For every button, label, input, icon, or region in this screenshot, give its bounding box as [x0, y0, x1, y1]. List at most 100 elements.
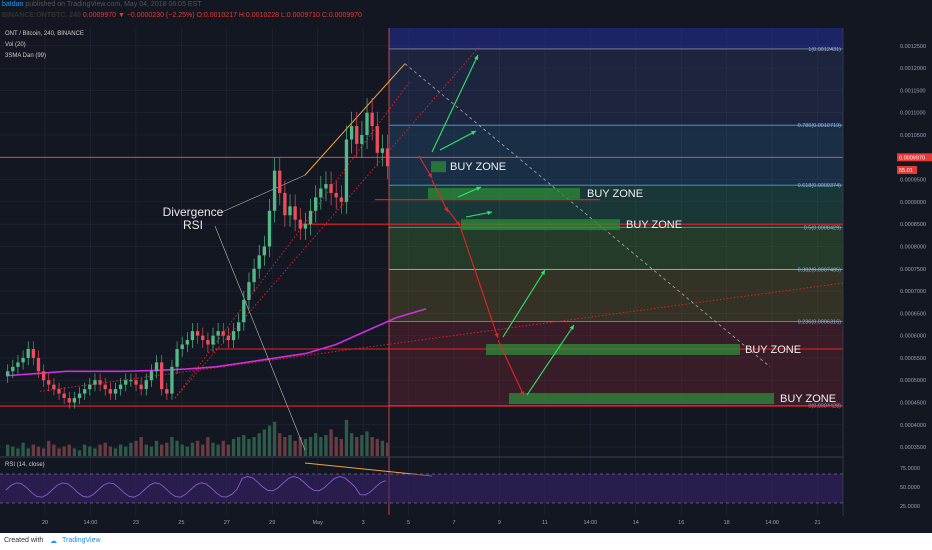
rsi-indicator-label[interactable]: RSI (14, close): [5, 462, 45, 468]
publish-line: batdan published on TradingView.com, May…: [2, 1, 202, 8]
down-arrow-head: [455, 221, 460, 226]
candle-body: [308, 210, 313, 225]
candle-body: [360, 135, 364, 144]
time-tick-label: May: [312, 520, 323, 526]
candle-body: [129, 380, 133, 382]
buy-zones: BUY ZONE BUY ZONE BUY ZONE BUY ZONE BUY ZONE: [428, 161, 836, 405]
candle-body: [113, 389, 118, 394]
candle-body: [278, 170, 282, 193]
volume-bars: [6, 419, 390, 456]
price-tick-label: 0.0005500: [900, 356, 926, 362]
time-tick-label: 29: [269, 520, 275, 526]
rsi-line: [5, 476, 387, 498]
candle-body: [334, 192, 338, 198]
volume-bar: [134, 440, 138, 456]
projection-line: [404, 63, 771, 368]
volume-bar: [139, 437, 143, 456]
volume-bar: [267, 425, 272, 456]
volume-bar: [380, 440, 385, 456]
price-tick-label: 0.0009500: [900, 178, 926, 184]
time-tick-label: 23: [133, 520, 139, 526]
buy-zone-label: BUY ZONE: [450, 161, 506, 173]
last-price-tag: [897, 153, 932, 162]
candle-body: [124, 380, 128, 385]
candle-body: [160, 362, 164, 390]
price-tick-label: 0.0012500: [900, 44, 926, 50]
price-tick-label: 0.0006500: [900, 311, 926, 317]
candle-body: [237, 322, 241, 332]
time-tick-label: 14: [633, 520, 639, 526]
candle-body: [355, 126, 359, 144]
price-tick-label: 0.0008000: [900, 244, 926, 250]
volume-bar: [185, 446, 190, 456]
volume-bar: [272, 421, 277, 456]
volume-bar: [98, 444, 102, 456]
fib-level-label: 0.236(0.0006316): [798, 320, 842, 326]
sma-indicator-label[interactable]: 3SMA Dan (99): [5, 53, 47, 59]
projection-arrows: [418, 54, 575, 397]
rsi-pane: [0, 456, 843, 504]
price-tick-label: 0.0011500: [900, 88, 926, 94]
candle-body: [16, 362, 20, 367]
volume-bar: [77, 450, 82, 456]
author-link[interactable]: batdan: [2, 1, 24, 8]
volume-bar: [31, 444, 36, 456]
volume-bar: [72, 448, 77, 456]
ohlc-values: O:0.0010217 H:0.0010228 L:0.0009710 C:0.…: [196, 12, 362, 19]
volume-bar: [144, 444, 148, 456]
price-tick-label: 0.0006000: [900, 334, 926, 340]
price-tick-label: 0.0012000: [900, 66, 926, 72]
candle-body: [262, 246, 267, 256]
candle-body: [380, 148, 385, 153]
chart-title: ONT / Bitcoin, 240, BINANCE: [5, 31, 84, 37]
candle-body: [242, 299, 246, 323]
fib-top-band: [389, 28, 843, 49]
volume-bar: [226, 444, 231, 456]
volume-bar: [283, 437, 287, 456]
candle-body: [206, 340, 210, 345]
down-arrow: [431, 179, 449, 213]
fib-level-label: 0.618(0.0009374): [798, 183, 842, 189]
volume-bar: [108, 446, 113, 456]
volume-bar: [385, 442, 390, 456]
candle-body: [314, 197, 318, 211]
candle-body: [201, 335, 205, 341]
candle-body: [385, 148, 390, 167]
candle-body: [6, 371, 10, 376]
fib-band: [389, 125, 843, 186]
rising-trendline: [174, 81, 411, 399]
time-tick-label: 14:00: [765, 520, 779, 526]
candle-body: [47, 380, 51, 385]
price-tick-label: 0.0004000: [900, 423, 926, 429]
price-tick-label: 0.0007000: [900, 289, 926, 295]
candle-body: [365, 112, 369, 135]
divergence-price-line: [304, 63, 406, 176]
price-tick-label: 0.0008500: [900, 222, 926, 228]
candle-body: [293, 206, 297, 220]
volume-bar: [314, 433, 318, 456]
candle-body: [180, 344, 184, 349]
tradingview-link[interactable]: TradingView: [62, 537, 101, 544]
volume-bar: [41, 448, 46, 456]
up-arrow-head: [540, 270, 545, 275]
time-tick-label: 25: [178, 520, 184, 526]
vol-indicator-label[interactable]: Vol (20): [5, 42, 26, 48]
time-tick-label: 14:00: [84, 520, 98, 526]
volume-bar: [288, 435, 292, 456]
divergence-label: Divergence: [163, 205, 224, 219]
volume-bar: [149, 446, 154, 456]
fib-level-label: 1(0.0012431): [808, 47, 841, 53]
price-tick-label: 0.0005000: [900, 378, 926, 384]
time-tick-label: 16: [678, 520, 684, 526]
price-tick-label: 0.0004500: [900, 401, 926, 407]
candle-body: [88, 384, 92, 390]
candle-body: [36, 357, 41, 372]
fibonacci-retracement: 1(0.0012431) 0.786(0.0010719) 0.618(0.0009…: [388, 28, 843, 515]
candle-body: [72, 398, 77, 403]
up-arrow-head: [474, 55, 479, 60]
candle-body: [77, 393, 82, 399]
time-tick-label: 14:00: [583, 520, 597, 526]
fib-level-label: 0.5(0.0008429): [804, 225, 841, 231]
